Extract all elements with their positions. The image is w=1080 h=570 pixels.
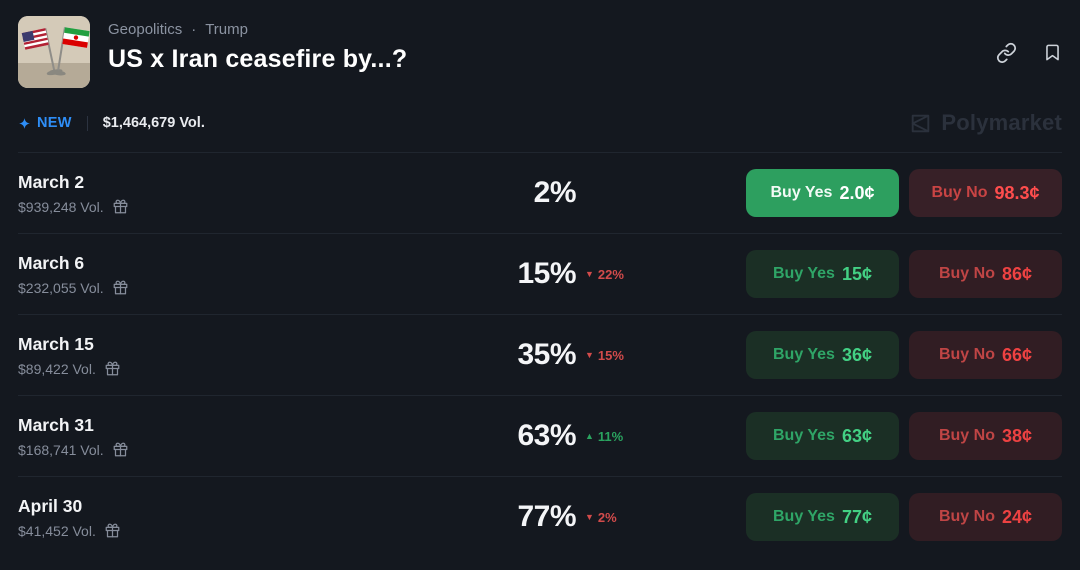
buy-yes-button[interactable]: Buy Yes 63¢ <box>746 412 899 460</box>
buy-yes-price: 36¢ <box>841 344 872 365</box>
chance-value: 77% <box>517 500 576 533</box>
buy-no-price: 24¢ <box>1001 506 1033 527</box>
change-arrow-icon: ▼ <box>585 511 594 522</box>
sparkle-icon <box>19 117 30 129</box>
buy-no-label: Buy No <box>938 265 995 282</box>
buy-no-label: Buy No <box>931 184 988 201</box>
polymarket-watermark: Polymarket <box>908 110 1062 136</box>
buy-no-button[interactable]: Buy No 24¢ <box>909 493 1062 541</box>
buy-yes-button[interactable]: Buy Yes 77¢ <box>746 493 899 541</box>
outcome-info: April 30 $41,452 Vol. <box>18 496 426 539</box>
outcome-row-march-2: March 2 $939,248 Vol. 2% Buy Yes <box>18 152 1062 233</box>
outcome-volume: $41,452 Vol. <box>18 522 96 539</box>
buy-yes-label: Buy Yes <box>772 346 835 363</box>
link-icon[interactable] <box>996 42 1017 64</box>
meta-divider <box>86 115 88 131</box>
change-value: 2% <box>597 509 617 525</box>
outcome-volume: $939,248 Vol. <box>18 198 104 215</box>
gift-icon[interactable] <box>105 361 120 376</box>
outcome-row-march-31: March 31 $168,741 Vol. 63% ▲ 11% Buy Yes <box>18 395 1062 476</box>
buy-no-label: Buy No <box>938 346 995 363</box>
polymarket-logo-icon <box>912 114 930 132</box>
outcome-list: March 2 $939,248 Vol. 2% Buy Yes <box>18 152 1062 557</box>
outcome-title: April 30 <box>18 495 83 516</box>
chance-change: ▼ 2% <box>585 510 617 525</box>
outcome-title: March 15 <box>18 333 94 354</box>
new-badge-label: NEW <box>37 115 72 131</box>
buy-yes-label: Buy Yes <box>770 184 833 201</box>
buy-yes-price: 15¢ <box>841 263 872 284</box>
gift-icon[interactable] <box>113 199 128 214</box>
outcome-row-april-30: April 30 $41,452 Vol. 77% ▼ 2% Buy Yes <box>18 476 1062 557</box>
change-arrow-icon: ▼ <box>585 349 594 360</box>
gift-icon[interactable] <box>113 442 128 457</box>
outcome-row-march-6: March 6 $232,055 Vol. 15% ▼ 22% Buy Yes <box>18 233 1062 314</box>
buy-no-price: 98.3¢ <box>994 182 1040 203</box>
change-arrow-icon: ▲ <box>585 430 594 441</box>
breadcrumb-separator: · <box>191 21 197 38</box>
market-header: Geopolitics · Trump US x Iran ceasefire … <box>18 0 1062 88</box>
outcome-info: March 6 $232,055 Vol. <box>18 253 426 296</box>
watermark-label: Polymarket <box>941 110 1062 135</box>
outcome-volume: $232,055 Vol. <box>18 279 104 296</box>
chance-value: 2% <box>533 176 577 209</box>
buy-yes-label: Buy Yes <box>772 265 835 282</box>
us-iran-flags-image <box>18 16 90 88</box>
buy-yes-button[interactable]: Buy Yes 36¢ <box>746 331 899 379</box>
gift-icon[interactable] <box>113 280 128 295</box>
outcome-info: March 31 $168,741 Vol. <box>18 415 426 458</box>
chance-value: 63% <box>517 419 576 452</box>
buy-no-price: 66¢ <box>1001 344 1033 365</box>
buy-no-price: 86¢ <box>1001 263 1033 284</box>
buy-yes-label: Buy Yes <box>772 427 835 444</box>
breadcrumb-tag[interactable]: Trump <box>205 21 248 38</box>
buy-no-price: 38¢ <box>1001 425 1033 446</box>
total-volume: $1,464,679 Vol. <box>102 115 205 131</box>
chance-change: ▼ 22% <box>585 267 624 282</box>
change-value: 22% <box>597 266 624 282</box>
outcome-info: March 2 $939,248 Vol. <box>18 172 426 215</box>
buy-yes-button[interactable]: Buy Yes 15¢ <box>746 250 899 298</box>
chance-change: ▲ 11% <box>585 429 623 444</box>
header-actions <box>996 42 1062 88</box>
buy-no-label: Buy No <box>938 508 995 525</box>
breadcrumb-category[interactable]: Geopolitics <box>108 21 183 38</box>
market-thumbnail <box>18 16 90 88</box>
outcome-title: March 2 <box>18 171 85 192</box>
buy-no-button[interactable]: Buy No 98.3¢ <box>909 169 1062 217</box>
new-badge: NEW <box>18 115 72 131</box>
outcome-info: March 15 $89,422 Vol. <box>18 334 426 377</box>
buy-no-label: Buy No <box>938 427 995 444</box>
bookmark-icon[interactable] <box>1043 42 1062 64</box>
outcome-title: March 6 <box>18 252 85 273</box>
buy-yes-button[interactable]: Buy Yes 2.0¢ <box>746 169 899 217</box>
buy-yes-price: 2.0¢ <box>839 182 875 203</box>
page-title: US x Iran ceasefire by...? <box>108 45 408 73</box>
outcome-row-march-15: March 15 $89,422 Vol. 35% ▼ 15% Buy Yes <box>18 314 1062 395</box>
buy-no-button[interactable]: Buy No 86¢ <box>909 250 1062 298</box>
change-value: 15% <box>597 347 624 363</box>
outcome-title: March 31 <box>18 414 94 435</box>
change-arrow-icon: ▼ <box>585 268 594 279</box>
outcome-volume: $89,422 Vol. <box>18 360 96 377</box>
buy-yes-price: 77¢ <box>841 506 872 527</box>
chance-value: 35% <box>517 338 576 371</box>
chance-value: 15% <box>517 257 576 290</box>
header-text: Geopolitics · Trump US x Iran ceasefire … <box>108 16 407 88</box>
chance-change: ▼ 15% <box>585 348 624 363</box>
meta-bar: NEW $1,464,679 Vol. Polymarket <box>18 109 1062 137</box>
breadcrumb: Geopolitics · Trump <box>108 21 407 38</box>
buy-yes-label: Buy Yes <box>772 508 835 525</box>
buy-yes-price: 63¢ <box>841 425 872 446</box>
change-value: 11% <box>597 428 624 444</box>
gift-icon[interactable] <box>105 523 120 538</box>
buy-no-button[interactable]: Buy No 38¢ <box>909 412 1062 460</box>
outcome-volume: $168,741 Vol. <box>18 441 104 458</box>
buy-no-button[interactable]: Buy No 66¢ <box>909 331 1062 379</box>
